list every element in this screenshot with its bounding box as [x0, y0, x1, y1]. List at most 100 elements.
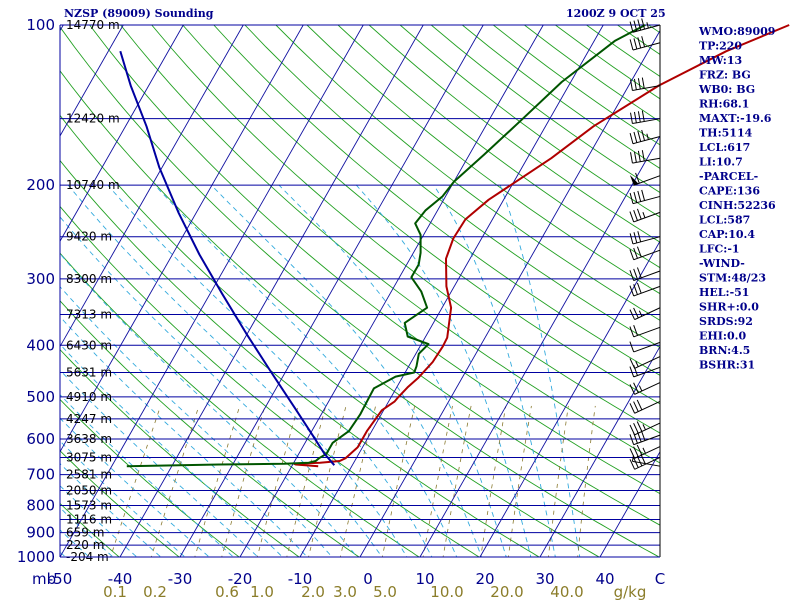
wind-barb [629, 267, 661, 282]
index-item: CAP:10.4 [699, 228, 755, 241]
temperature-tick: C [655, 570, 665, 588]
dry-adiabat [765, 1, 800, 569]
isotherm [60, 25, 244, 348]
dry-adiabat [60, 502, 120, 557]
mixing-ratio-line [442, 405, 472, 557]
height-label: 10740 m [66, 178, 120, 192]
mixing-ratio-line [507, 405, 532, 557]
moist-adiabat [499, 184, 581, 557]
isotherm [60, 25, 304, 453]
pressure-label: 400 [26, 336, 55, 354]
index-item: HEL:-51 [699, 286, 749, 299]
mixing-ratio-label: 40.0 [550, 583, 583, 600]
mixing-ratio-line [480, 405, 507, 557]
mixing-ratio-line [194, 405, 241, 557]
index-item: CINH:52236 [699, 199, 776, 212]
wind-barb [629, 324, 661, 338]
pressure-label: 500 [26, 388, 55, 406]
wind-barb [629, 231, 661, 245]
moist-adiabat [60, 216, 383, 557]
moist-adiabat [154, 184, 458, 557]
dry-adiabat [60, 300, 360, 557]
height-label: 1573 m [66, 498, 112, 512]
mixing-ratio-line [221, 405, 266, 557]
moist-adiabat [278, 184, 507, 557]
moist-adiabat [60, 393, 235, 557]
moist-adiabat [355, 184, 532, 557]
wind-barb [629, 208, 661, 223]
mixing-ratio-line [577, 405, 596, 557]
wind-barb [629, 430, 661, 446]
temperature-tick: 20 [475, 570, 494, 588]
index-item: CAPE:136 [699, 185, 760, 198]
mixing-ratio-label: 3.0 [333, 583, 357, 600]
dry-adiabat [585, 25, 660, 77]
height-label: 14770 m [66, 18, 120, 32]
wind-barb [629, 421, 661, 436]
wind-barb [629, 246, 661, 261]
index-item: TP:220 [699, 40, 742, 53]
wind-barb [629, 307, 661, 321]
wind-barb [629, 382, 661, 395]
mixing-ratio-label: 0.1 [103, 583, 127, 600]
moist-adiabat [107, 184, 433, 557]
index-item: MW:13 [699, 54, 742, 67]
index-item: LFC:-1 [699, 243, 740, 256]
temperature-tick: 30 [535, 570, 554, 588]
index-item: TH:5114 [699, 127, 753, 140]
index-item: MAXT:-19.6 [699, 112, 772, 125]
height-label: 1116 m [66, 512, 112, 526]
pressure-label: 800 [26, 496, 55, 514]
chart-title: NZSP (89009) Sounding [64, 7, 214, 20]
temperature-tick: -50 [48, 570, 73, 588]
pressure-label: 200 [26, 176, 55, 194]
index-item: -WIND- [699, 257, 745, 270]
wind-barb [629, 172, 661, 186]
wind-barb [629, 444, 661, 459]
temperature-tick: 40 [595, 570, 614, 588]
moist-adiabat [60, 507, 114, 557]
mixing-ratio-label: 5.0 [373, 583, 397, 600]
height-label: 6430 m [66, 338, 112, 352]
wind-barb [630, 110, 661, 125]
index-item: STM:48/23 [699, 272, 766, 285]
mixing-ratio-label: 0.2 [143, 583, 167, 600]
temperature-tick: -30 [168, 570, 193, 588]
isotherm [539, 345, 660, 557]
mixing-ratio-label: 20.0 [490, 583, 523, 600]
wind-barb [629, 282, 661, 297]
moist-adiabat [60, 369, 259, 557]
pressure-label: 700 [26, 466, 55, 484]
isotherm [60, 25, 124, 137]
moist-adiabat [60, 343, 284, 557]
pressure-unit: mb [32, 570, 56, 588]
moist-adiabat [60, 253, 358, 557]
pressure-label: 600 [26, 430, 55, 448]
dry-adiabat [60, 450, 180, 557]
mixing-ratio-line [150, 405, 200, 557]
mixing-ratio-line [286, 405, 327, 557]
pressure-label: 300 [26, 270, 55, 288]
mixing-ratio-label: 2.0 [301, 583, 325, 600]
isotherm [0, 25, 3, 557]
isotherm [299, 25, 604, 557]
wind-barb [629, 36, 661, 51]
index-item: SRDS:92 [699, 315, 753, 328]
height-label: 9420 m [66, 230, 112, 244]
dry-adiabat [89, 25, 660, 495]
index-item: LCL:587 [699, 214, 750, 227]
temperature-tick: -20 [228, 570, 253, 588]
index-item: SHR+:0.0 [699, 301, 759, 314]
dry-adiabat [60, 398, 240, 557]
temperature-line [293, 24, 790, 468]
wind-barb [629, 341, 661, 353]
wind-barb [629, 454, 661, 470]
wind-barb [630, 150, 661, 164]
wind-barb [629, 129, 661, 145]
index-item: BSHR:31 [699, 359, 755, 372]
mixing-ratio-line [308, 405, 347, 557]
height-label: 2050 m [66, 484, 112, 498]
index-item: EHI:0.0 [699, 330, 746, 343]
isotherm [60, 25, 184, 243]
temperature-tick: -10 [288, 570, 313, 588]
